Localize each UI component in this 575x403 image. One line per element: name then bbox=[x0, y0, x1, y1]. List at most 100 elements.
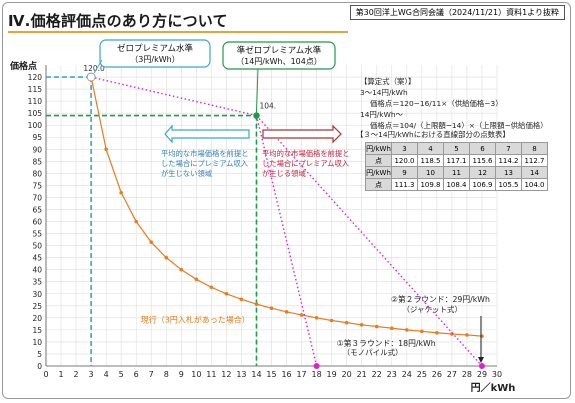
x-tick-label: 29 bbox=[477, 370, 487, 379]
round3-label: ①第３ラウンド：18円/kWh bbox=[337, 338, 436, 348]
table-cell: 114.2 bbox=[495, 154, 522, 167]
x-tick-label: 30 bbox=[492, 370, 502, 379]
zero-premium-point-label: 120.0 bbox=[83, 64, 105, 73]
y-tick-label: 35 bbox=[32, 278, 42, 287]
formula-range-2: 14円/kWh～ bbox=[360, 110, 403, 119]
y-tick-label: 60 bbox=[32, 218, 42, 227]
curve-point bbox=[465, 333, 469, 337]
curve-point bbox=[194, 277, 199, 282]
quasi-premium-callout bbox=[222, 41, 336, 70]
y-tick-label: 95 bbox=[32, 133, 42, 142]
table-cell: 108.4 bbox=[443, 178, 470, 191]
y-tick-label: 80 bbox=[32, 169, 42, 178]
y-tick-label: 120 bbox=[28, 73, 43, 82]
y-tick-label: 40 bbox=[32, 266, 42, 275]
x-tick-label: 8 bbox=[164, 370, 169, 379]
left-region-text: 平均的な市場価格を前提と bbox=[161, 149, 249, 158]
left-region-text: が生じない領域 bbox=[161, 169, 212, 178]
x-tick-label: 23 bbox=[387, 370, 397, 379]
curve-point bbox=[359, 323, 364, 327]
y-tick-label: 90 bbox=[32, 145, 42, 154]
table-cell: 120.0 bbox=[391, 154, 418, 167]
curve-point bbox=[435, 330, 439, 335]
y-tick-label: 25 bbox=[32, 302, 42, 311]
round2-label: ②第２ラウンド：29円/kWh bbox=[391, 294, 490, 304]
curve-point bbox=[314, 316, 319, 320]
x-tick-label: 22 bbox=[372, 370, 382, 379]
zero-premium-sub: （3円/kWh） bbox=[130, 55, 179, 64]
table-cell: 11 bbox=[443, 166, 470, 179]
curve-point bbox=[179, 267, 184, 272]
x-tick-label: 16 bbox=[281, 370, 291, 379]
y-tick-label: 110 bbox=[28, 97, 43, 106]
table-cell: 7 bbox=[495, 142, 522, 155]
curve-point bbox=[389, 326, 394, 330]
y-tick-label: 75 bbox=[32, 181, 42, 190]
table-row-head: 点 bbox=[365, 154, 392, 167]
x-tick-label: 14 bbox=[251, 370, 261, 379]
y-tick-label: 65 bbox=[32, 205, 42, 214]
points-table: 円/kWh 3 4 5 6 7 8 点 120.0 118.5 117.1 11… bbox=[365, 142, 548, 191]
table-cell: 12 bbox=[469, 166, 496, 179]
x-tick-label: 27 bbox=[447, 370, 457, 379]
quasi-premium-sub: （14円/kWh、104点） bbox=[236, 57, 322, 66]
table-row-head: 円/kWh bbox=[365, 166, 392, 179]
table-row: 点 111.3 109.8 108.4 106.9 105.5 104.0 bbox=[365, 178, 548, 191]
x-tick-label: 26 bbox=[432, 370, 442, 379]
dotted-guide-line bbox=[90, 76, 257, 117]
formula-box: 【算定式（案）】 3～14円/kWh 価格点＝120−16/11×（供給価格−3… bbox=[360, 76, 548, 131]
table-cell: 118.5 bbox=[417, 154, 444, 167]
formula-1: 価格点＝120−16/11×（供給価格−3） bbox=[370, 99, 503, 108]
x-tick-label: 3 bbox=[89, 370, 94, 379]
curve-point bbox=[164, 255, 169, 260]
x-tick-label: 10 bbox=[191, 370, 201, 379]
y-tick-label: 70 bbox=[32, 193, 42, 202]
curve-point bbox=[329, 318, 334, 323]
table-row-head: 点 bbox=[365, 178, 392, 191]
table-row-head: 円/kWh bbox=[365, 142, 392, 155]
round2-sub: （ジャケット式） bbox=[402, 304, 462, 314]
x-tick-label: 13 bbox=[236, 370, 246, 379]
x-tick-label: 4 bbox=[104, 370, 109, 379]
right-region-text: した場合にプレミアム収入 bbox=[262, 159, 350, 168]
curve-point bbox=[224, 291, 229, 296]
table-cell: 9 bbox=[391, 166, 418, 179]
x-tick-label: 1 bbox=[58, 370, 63, 379]
table-cell: 117.1 bbox=[443, 154, 470, 167]
y-tick-label: 50 bbox=[32, 242, 42, 251]
dotted-guide-line bbox=[255, 115, 483, 367]
curve-point bbox=[209, 285, 214, 290]
round-marker bbox=[313, 363, 320, 369]
y-tick-label: 115 bbox=[28, 85, 43, 94]
x-tick-label: 2 bbox=[74, 370, 79, 379]
y-axis-label: 価格点 bbox=[9, 60, 37, 72]
x-tick-label: 25 bbox=[417, 370, 427, 379]
y-tick-label: 45 bbox=[32, 254, 42, 263]
x-tick-label: 18 bbox=[312, 370, 322, 379]
table-cell: 112.7 bbox=[521, 154, 548, 167]
y-tick-label: 20 bbox=[32, 314, 42, 323]
left-region-text: した場合にプレミアム収入 bbox=[161, 159, 249, 168]
y-tick-label: 85 bbox=[32, 157, 42, 166]
table-cell: 3 bbox=[391, 142, 418, 155]
quasi-premium-title: 準ゼロプレミアム水準 bbox=[237, 45, 322, 56]
y-tick-label: 100 bbox=[28, 121, 43, 130]
round2-pointer-head bbox=[477, 357, 484, 363]
x-tick-label: 7 bbox=[149, 370, 154, 379]
right-region-arrow bbox=[262, 124, 342, 144]
round-marker bbox=[478, 363, 485, 369]
table-cell: 6 bbox=[469, 142, 496, 155]
table-cell: 105.5 bbox=[495, 178, 522, 191]
points-table-title: 【３～14円/kWhにおける直線部分の点数表】 bbox=[356, 130, 510, 139]
y-tick-label: 30 bbox=[32, 290, 42, 299]
x-tick-label: 21 bbox=[357, 370, 367, 379]
x-tick-label: 24 bbox=[402, 370, 412, 379]
x-tick-label: 12 bbox=[221, 370, 231, 379]
curve-point bbox=[344, 320, 349, 325]
x-tick-label: 11 bbox=[206, 370, 216, 379]
formula-2: 価格点＝104/（上限額−14）×（上限額−供給価格） bbox=[370, 121, 548, 130]
table-cell: 14 bbox=[521, 166, 548, 179]
curve-point bbox=[149, 240, 154, 245]
slide-frame bbox=[2, 2, 571, 399]
